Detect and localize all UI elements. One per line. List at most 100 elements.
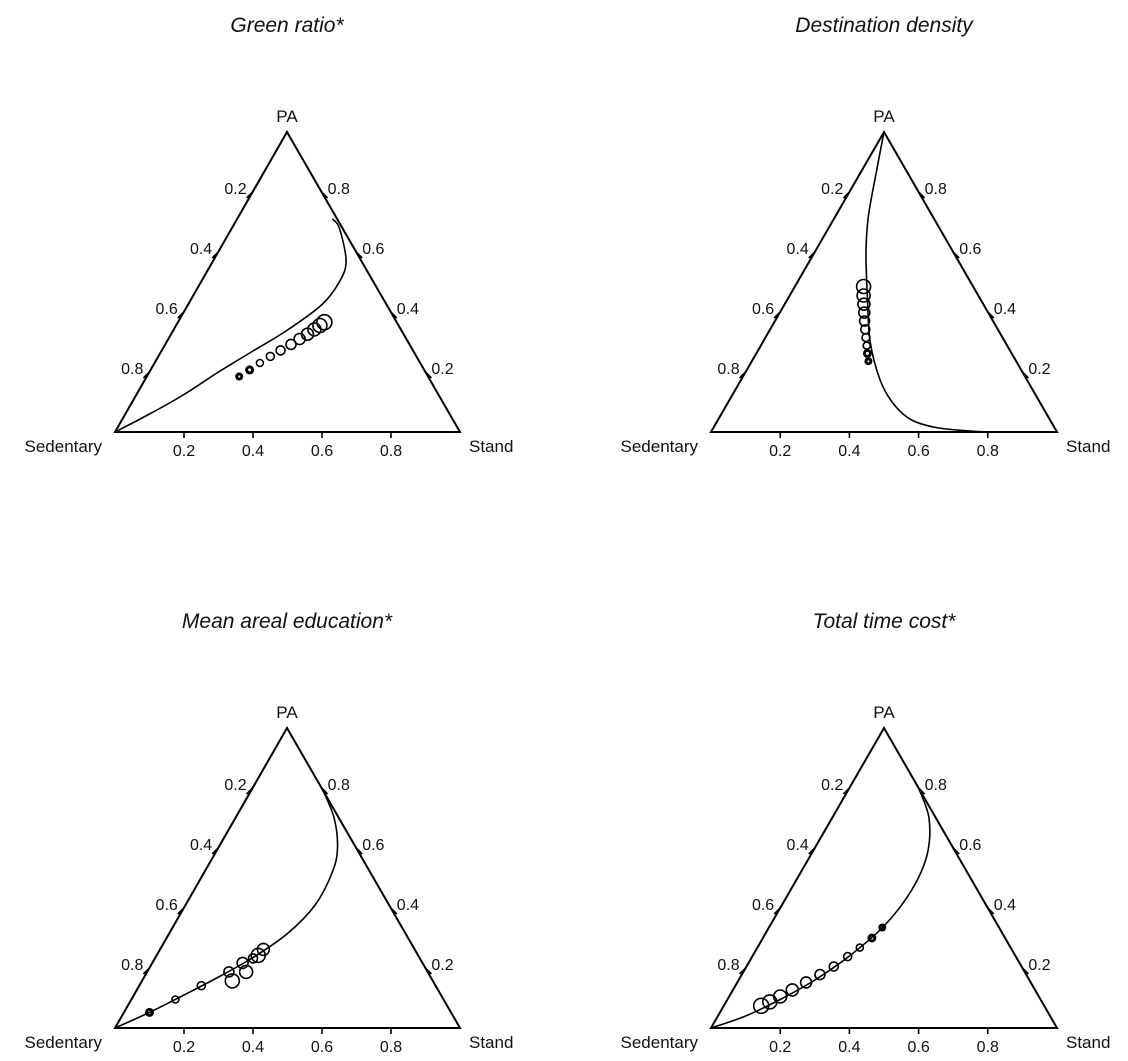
tick-label-right: 0.2	[1028, 361, 1050, 378]
data-point-marker	[224, 973, 241, 989]
tick-label-right: 0.4	[397, 897, 419, 914]
tick-mark-right	[390, 311, 398, 319]
tick-mark-left	[246, 787, 254, 795]
tick-label-bottom: 0.4	[242, 1039, 264, 1056]
tick-label-bottom: 0.2	[769, 1039, 791, 1056]
tick-label-right: 0.6	[959, 241, 981, 258]
tick-mark-left	[842, 787, 850, 795]
tick-label-right: 0.6	[362, 837, 384, 854]
tick-label-right: 0.2	[431, 361, 453, 378]
data-point-marker	[316, 313, 333, 331]
tick-mark-left	[142, 967, 150, 975]
tick-label-left: 0.8	[121, 361, 143, 378]
tick-mark-left	[773, 311, 781, 319]
data-point-marker	[265, 351, 276, 362]
ternary-frame	[113, 129, 462, 433]
data-point-marker	[275, 345, 286, 356]
tick-label-right: 0.2	[1028, 957, 1050, 974]
tick-label-bottom: 0.4	[838, 1039, 860, 1056]
data-point-marker	[196, 980, 207, 991]
vertex-label-left: Sedentary	[621, 1033, 699, 1052]
tick-mark-right	[390, 907, 398, 915]
data-point-marker	[235, 372, 244, 381]
data-point-marker	[785, 983, 800, 997]
data-point-marker	[862, 341, 872, 350]
tick-label-left: 0.6	[752, 897, 774, 914]
tick-label-bottom: 0.8	[380, 1039, 402, 1056]
tick-label-left: 0.8	[717, 957, 739, 974]
tick-label-left: 0.6	[752, 301, 774, 318]
tick-label-bottom: 0.4	[838, 443, 860, 460]
tick-label-left: 0.2	[821, 181, 843, 198]
vertex-label-left: Sedentary	[25, 437, 103, 456]
ternary-panel: Total time cost* PA Sedentary Stand 0.2 0.2 0…	[621, 610, 1111, 1056]
tick-mark-right	[321, 191, 329, 199]
tick-label-right: 0.8	[925, 181, 947, 198]
data-point-marker	[842, 951, 853, 962]
composition-curve	[865, 131, 988, 433]
data-point-marker	[856, 288, 871, 303]
vertex-label-right: Stand	[1066, 1033, 1110, 1052]
data-point-marker	[855, 278, 872, 295]
data-point-marker	[312, 317, 328, 334]
data-point-marker	[247, 953, 259, 964]
tick-label-left: 0.8	[121, 957, 143, 974]
tick-label-bottom: 0.2	[769, 443, 791, 460]
tick-label-bottom: 0.6	[311, 443, 333, 460]
tick-mark-right	[1021, 967, 1029, 975]
data-point-marker	[171, 995, 180, 1004]
data-point-marker	[878, 923, 887, 932]
ternary-frame	[113, 725, 462, 1029]
composition-curve	[114, 787, 339, 1029]
tick-mark-left	[739, 967, 747, 975]
tick-label-left: 0.4	[190, 837, 212, 854]
data-point-marker	[862, 348, 872, 358]
tick-mark-left	[773, 907, 781, 915]
ternary-panel: Destination density PA Sedentary Stand 0.2 0…	[621, 14, 1111, 460]
vertex-label-top: PA	[873, 107, 895, 126]
data-point-marker	[855, 943, 865, 952]
tick-mark-left	[177, 311, 185, 319]
tick-mark-right	[424, 371, 432, 379]
chart-title: Green ratio*	[230, 14, 344, 37]
tick-mark-left	[842, 191, 850, 199]
data-point-marker	[256, 942, 271, 957]
tick-label-left: 0.4	[787, 837, 809, 854]
data-point-marker	[752, 997, 770, 1015]
data-point-marker	[858, 315, 871, 327]
data-point-marker	[857, 297, 871, 312]
composition-curve	[114, 218, 347, 433]
tick-mark-right	[424, 967, 432, 975]
tick-mark-right	[952, 251, 960, 259]
tick-label-right: 0.6	[362, 241, 384, 258]
tick-label-bottom: 0.8	[977, 1039, 999, 1056]
tick-label-left: 0.4	[787, 241, 809, 258]
chart-title: Total time cost*	[813, 610, 957, 633]
tick-label-right: 0.2	[431, 957, 453, 974]
tick-label-left: 0.6	[156, 897, 178, 914]
data-point-marker	[814, 968, 826, 981]
tick-mark-left	[808, 251, 816, 259]
data-point-marker	[859, 324, 871, 335]
tick-label-left: 0.2	[224, 181, 246, 198]
chart-title: Destination density	[795, 14, 974, 37]
tick-mark-right	[952, 847, 960, 855]
vertex-label-top: PA	[276, 703, 298, 722]
tick-label-bottom: 0.8	[380, 443, 402, 460]
tick-label-bottom: 0.2	[173, 1039, 195, 1056]
vertex-label-top: PA	[276, 107, 298, 126]
tick-mark-left	[808, 847, 816, 855]
tick-mark-left	[142, 371, 150, 379]
tick-label-right: 0.4	[994, 897, 1016, 914]
tick-mark-right	[355, 251, 363, 259]
vertex-label-left: Sedentary	[621, 437, 699, 456]
tick-mark-left	[177, 907, 185, 915]
tick-label-bottom: 0.4	[242, 443, 264, 460]
tick-label-bottom: 0.6	[311, 1039, 333, 1056]
data-point-marker	[238, 964, 254, 980]
data-point-marker	[761, 994, 778, 1010]
data-point-marker	[236, 956, 249, 970]
tick-mark-left	[211, 847, 219, 855]
tick-label-left: 0.6	[156, 301, 178, 318]
ternary-panel: Green ratio* PA Sedentary Stand 0.2 0.2 0.2 0.…	[25, 14, 514, 460]
